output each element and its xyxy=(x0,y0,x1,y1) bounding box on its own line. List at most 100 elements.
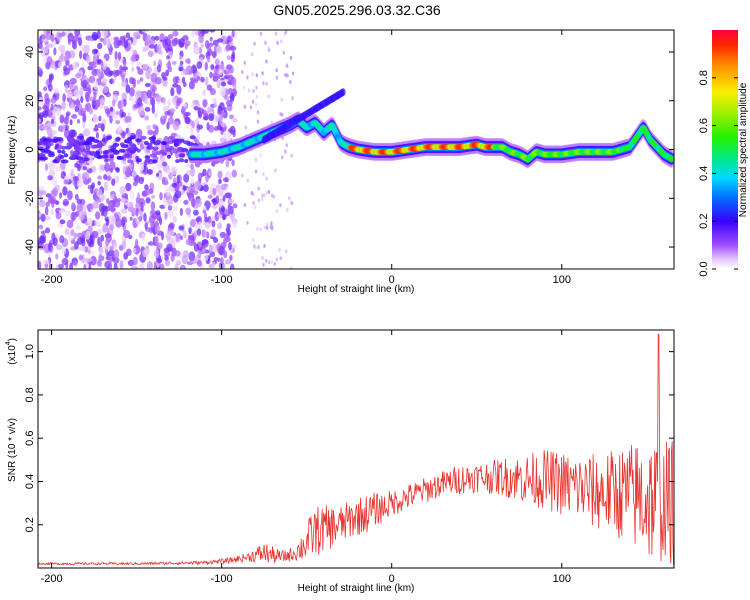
noise-blob xyxy=(162,161,168,167)
noise-blob xyxy=(229,254,233,261)
noise-blob xyxy=(159,217,163,226)
noise-blob xyxy=(232,203,238,209)
noise-blob xyxy=(275,68,278,73)
noise-blob xyxy=(60,173,65,179)
snr-clip xyxy=(38,333,674,566)
noise-blob xyxy=(76,135,84,140)
noise-blob xyxy=(120,197,127,203)
noise-blob xyxy=(113,249,120,259)
noise-blob xyxy=(206,55,211,63)
noise-blob xyxy=(166,154,172,159)
noise-blob xyxy=(185,238,191,246)
noise-blob xyxy=(180,235,183,241)
noise-blob xyxy=(71,114,78,119)
noise-blob xyxy=(113,39,121,49)
noise-blob xyxy=(275,209,279,214)
noise-blob xyxy=(194,180,202,191)
noise-blob xyxy=(146,261,153,269)
noise-blob xyxy=(209,186,213,197)
noise-blob xyxy=(166,121,170,130)
noise-blob xyxy=(192,99,199,105)
noise-blob xyxy=(106,135,112,140)
noise-blob xyxy=(126,166,132,175)
noise-blob xyxy=(166,243,173,252)
noise-blob xyxy=(97,180,101,186)
noise-blob xyxy=(173,177,177,185)
noise-blob xyxy=(59,192,63,199)
noise-blob xyxy=(229,114,234,120)
snr-y-ticks: 0.2 0.4 0.6 0.8 1.0 xyxy=(24,344,674,532)
noise-blob xyxy=(212,39,219,46)
noise-blob xyxy=(191,120,195,129)
noise-blob xyxy=(226,223,231,229)
noise-blob xyxy=(138,263,144,269)
noise-blob xyxy=(95,150,100,155)
noise-blob xyxy=(162,180,169,186)
noise-blob xyxy=(72,139,80,144)
noise-blob xyxy=(202,89,206,97)
noise-blob xyxy=(174,190,182,199)
noise-blob xyxy=(88,107,94,115)
noise-blob xyxy=(267,190,270,194)
noise-blob xyxy=(179,60,184,65)
noise-blob xyxy=(253,205,256,209)
noise-blob xyxy=(131,265,138,269)
noise-blob xyxy=(202,184,209,192)
noise-blob xyxy=(132,247,137,254)
colorbar: 0.0 0.2 0.4 0.6 0.8 Normalized spectral ampl… xyxy=(698,30,749,277)
noise-blob xyxy=(97,175,102,180)
noise-blob xyxy=(73,89,80,98)
noise-blob xyxy=(64,55,68,62)
noise-blob xyxy=(50,138,59,143)
noise-blob xyxy=(166,169,171,175)
noise-blob xyxy=(207,194,213,199)
noise-blob xyxy=(62,124,66,133)
noise-blob xyxy=(226,132,232,138)
noise-blob xyxy=(82,79,88,88)
noise-blob xyxy=(188,251,196,262)
noise-blob xyxy=(67,90,73,99)
noise-blob xyxy=(117,51,122,61)
noise-blob xyxy=(220,122,227,128)
chart-title: GN05.2025.296.03.32.C36 xyxy=(273,2,441,18)
noise-blob xyxy=(261,255,264,260)
noise-blob xyxy=(45,227,51,234)
snr-scale-exponent: 4 xyxy=(5,341,12,345)
noise-blob xyxy=(123,40,129,49)
noise-blob xyxy=(172,148,179,154)
noise-blob xyxy=(102,223,109,233)
noise-blob xyxy=(217,38,224,43)
noise-blob xyxy=(138,176,144,185)
spectrogram-y-axis-label: Frequency (Hz) xyxy=(7,116,18,185)
noise-blob xyxy=(42,259,50,265)
noise-blob xyxy=(279,203,282,208)
noise-blob xyxy=(83,128,90,137)
signal-branch xyxy=(340,88,346,97)
noise-blob xyxy=(246,75,249,80)
noise-blob xyxy=(61,246,67,255)
noise-blob xyxy=(45,43,49,54)
noise-blob xyxy=(148,215,156,224)
noise-blob xyxy=(176,260,182,266)
noise-blob xyxy=(66,142,75,146)
noise-blob xyxy=(45,145,50,150)
noise-blob xyxy=(121,92,128,102)
noise-blob xyxy=(200,76,205,83)
noise-blob xyxy=(45,193,52,198)
noise-blob xyxy=(136,61,143,68)
noise-blob xyxy=(107,255,114,263)
noise-blob xyxy=(101,154,109,159)
noise-blob xyxy=(289,200,292,205)
noise-blob xyxy=(241,70,244,75)
noise-blob xyxy=(99,37,104,42)
noise-blob xyxy=(160,263,165,269)
noise-blob xyxy=(115,119,121,125)
noise-blob xyxy=(39,46,47,56)
noise-blob xyxy=(97,58,102,65)
spectrogram-panel: -200 -100 0 100 40 20 0 -20 -40 Height of strai… xyxy=(7,29,675,295)
noise-blob xyxy=(104,158,109,163)
noise-blob xyxy=(176,174,180,184)
noise-blob xyxy=(265,190,269,195)
noise-blob xyxy=(135,208,139,217)
noise-blob xyxy=(219,231,227,239)
